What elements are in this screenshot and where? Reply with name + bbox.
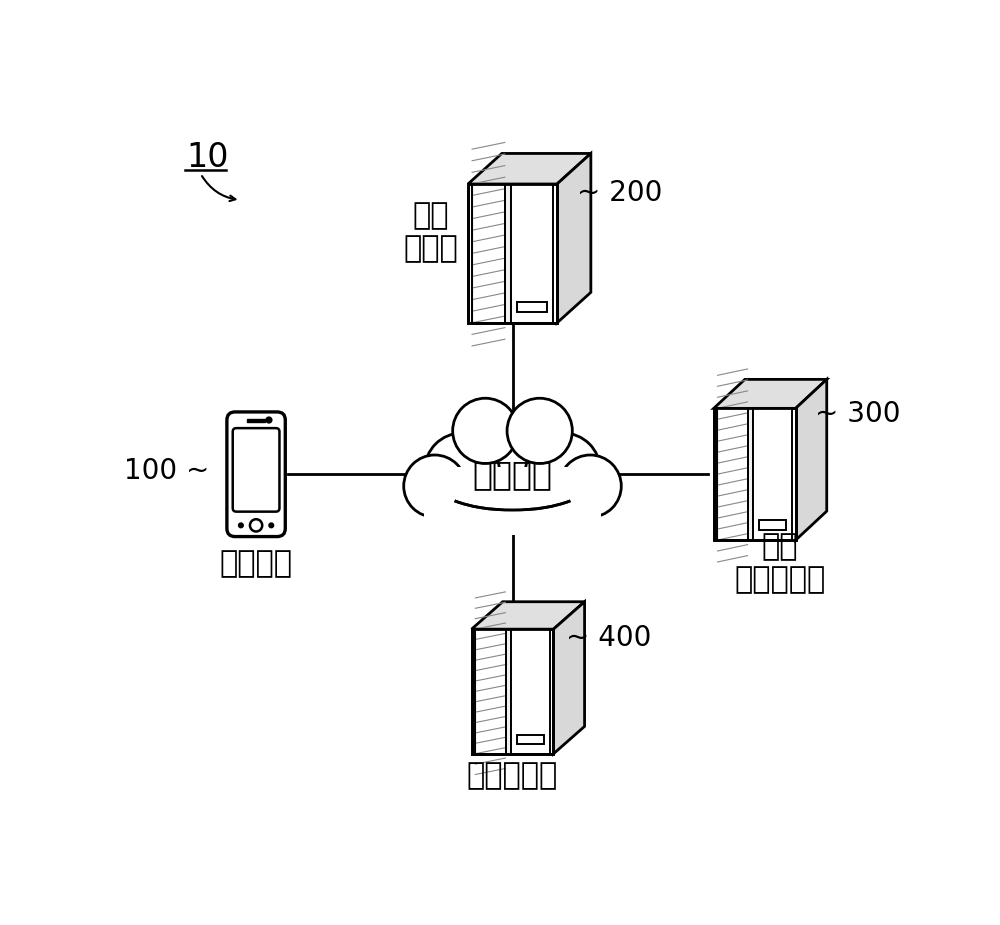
Polygon shape: [472, 629, 553, 754]
FancyBboxPatch shape: [227, 412, 285, 536]
Text: 个人
信息服务器: 个人 信息服务器: [734, 532, 825, 595]
Circle shape: [526, 433, 600, 508]
Polygon shape: [472, 184, 505, 323]
Polygon shape: [472, 602, 585, 629]
Circle shape: [559, 455, 621, 517]
Polygon shape: [796, 379, 827, 540]
Circle shape: [507, 399, 572, 463]
Circle shape: [239, 523, 243, 527]
Circle shape: [467, 413, 558, 503]
Polygon shape: [748, 408, 753, 540]
Polygon shape: [759, 521, 786, 530]
Polygon shape: [506, 629, 511, 754]
Polygon shape: [468, 184, 557, 323]
Polygon shape: [511, 629, 550, 754]
Text: 提议服务器: 提议服务器: [467, 761, 558, 790]
Polygon shape: [505, 184, 511, 323]
Text: ~ 200: ~ 200: [577, 179, 662, 207]
Text: 用户终端: 用户终端: [220, 549, 293, 578]
Circle shape: [250, 519, 262, 532]
Polygon shape: [714, 379, 827, 408]
Circle shape: [269, 523, 274, 527]
Text: ~ 300: ~ 300: [815, 400, 901, 427]
Polygon shape: [717, 408, 748, 540]
Text: 10: 10: [186, 141, 229, 174]
Text: ~ 400: ~ 400: [566, 624, 651, 652]
Bar: [424, 511, 601, 535]
Text: 通信网络: 通信网络: [473, 458, 552, 491]
Circle shape: [266, 417, 272, 423]
Polygon shape: [475, 629, 506, 754]
Polygon shape: [714, 408, 796, 540]
Polygon shape: [511, 184, 553, 323]
Polygon shape: [753, 408, 792, 540]
Circle shape: [425, 433, 499, 508]
FancyBboxPatch shape: [233, 428, 279, 512]
Text: 100 ~: 100 ~: [124, 457, 210, 485]
Circle shape: [453, 399, 518, 463]
Circle shape: [404, 455, 466, 517]
Polygon shape: [517, 302, 547, 312]
Polygon shape: [517, 735, 544, 744]
Polygon shape: [247, 419, 265, 422]
Polygon shape: [557, 154, 591, 323]
Text: 智能
服务器: 智能 服务器: [403, 201, 458, 264]
Bar: [424, 466, 601, 512]
Polygon shape: [553, 602, 585, 754]
Polygon shape: [468, 154, 591, 184]
